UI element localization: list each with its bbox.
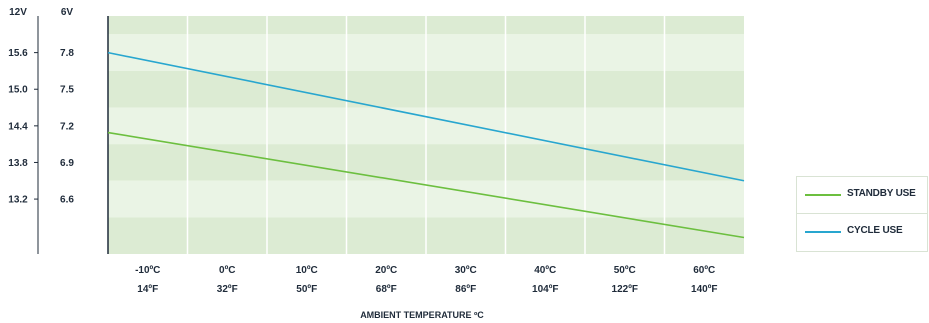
legend-swatch-standby-use (805, 194, 841, 196)
x-tick-label-fahrenheit: 140ºF (691, 284, 717, 295)
series-line-cycle-use (107, 51, 745, 182)
x-tick-label-fahrenheit: 122ºF (612, 284, 638, 295)
y-tick-label-12v: 13.2 (8, 195, 28, 206)
y-tick-label-6v: 7.2 (60, 121, 74, 132)
x-tick-label-fahrenheit: 86ºF (455, 284, 476, 295)
legend: STANDBY USE CYCLE USE (796, 176, 928, 252)
axes (34, 16, 109, 254)
x-tick-label-celsius: -10ºC (135, 265, 160, 276)
x-tick-label-celsius: 0ºC (219, 265, 235, 276)
x-tick-label-fahrenheit: 68ºF (376, 284, 397, 295)
x-tick-label-celsius: 10ºC (296, 265, 318, 276)
x-tick-label-celsius: 20ºC (375, 265, 397, 276)
y-tick-label-12v: 15.0 (8, 85, 28, 96)
x-tick-label-fahrenheit: 104ºF (532, 284, 558, 295)
y-tick-label-12v: 15.6 (8, 48, 28, 59)
x-tick-label-fahrenheit: 50ºF (296, 284, 317, 295)
legend-item-standby-use: STANDBY USE (797, 177, 927, 214)
x-tick-label-fahrenheit: 14ºF (137, 284, 158, 295)
x-axis-title: AMBIENT TEMPERATURE ºC (360, 310, 484, 320)
x-tick-label-celsius: 50ºC (614, 265, 636, 276)
legend-swatch-cycle-use (805, 231, 841, 233)
x-tick-label-celsius: 60ºC (693, 265, 715, 276)
x-tick-label-celsius: 40ºC (534, 265, 556, 276)
y-tick-label-12v: 13.8 (8, 158, 28, 169)
legend-label-cycle-use: CYCLE USE (847, 225, 903, 236)
series-lines (107, 51, 745, 239)
vertical-gridlines (186, 16, 666, 254)
y-axis-header-6v: 6V (61, 7, 74, 18)
x-axis-labels: -10ºC 14ºF 0ºC 32ºF 10ºC 50ºF 20ºC 68ºF 30ºC 86ºF… (135, 265, 717, 295)
legend-item-cycle-use: CYCLE USE (797, 214, 927, 250)
legend-label-standby-use: STANDBY USE (847, 188, 916, 199)
y-axis-header-12v: 12V (9, 7, 27, 18)
y-tick-label-12v: 14.4 (8, 121, 28, 132)
series-line-standby-use (107, 131, 745, 239)
y-tick-label-6v: 7.5 (60, 85, 74, 96)
y-tick-label-6v: 7.8 (60, 48, 74, 59)
y-axis-labels: 12V 6V 15.6 7.8 15.0 7.5 14.4 7.2 13.8 6.9 13.2 6… (8, 7, 74, 206)
x-tick-label-fahrenheit: 32ºF (217, 284, 238, 295)
x-tick-label-celsius: 30ºC (455, 265, 477, 276)
y-tick-label-6v: 6.6 (60, 195, 74, 206)
y-tick-label-6v: 6.9 (60, 158, 74, 169)
